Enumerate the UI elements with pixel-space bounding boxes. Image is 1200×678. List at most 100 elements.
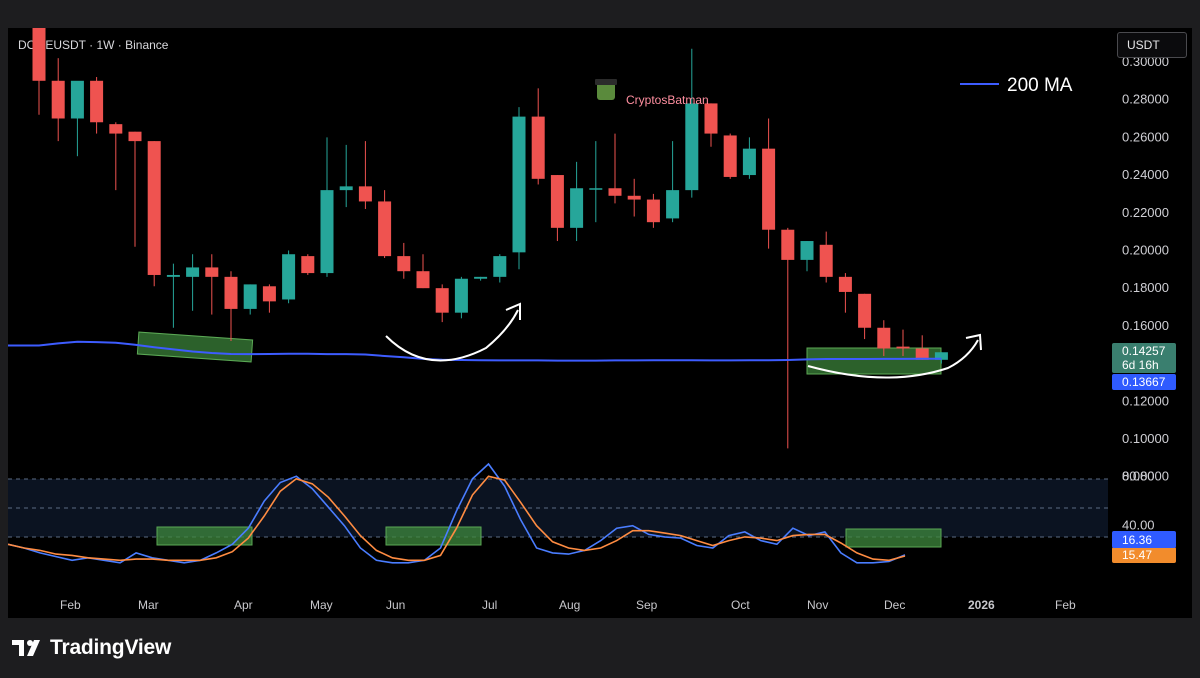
tradingview-brand: TradingView [12, 634, 171, 662]
candle-down [608, 188, 622, 196]
price-axis-label: 0.08000 [1122, 469, 1169, 484]
time-axis-label: Jul [482, 598, 497, 612]
candle-down [147, 141, 161, 275]
candle-down [877, 327, 891, 349]
time-axis-label: Nov [807, 598, 828, 612]
stoch-d-tag [1112, 547, 1176, 563]
candle-up [166, 274, 180, 277]
candle-down [646, 199, 660, 223]
price-axis-label: 0.28000 [1122, 92, 1169, 107]
time-axis-label: Dec [884, 598, 905, 612]
highlight-zones [136, 331, 942, 548]
chart-panel[interactable]: DOGEUSDT · 1W · Binance 0.30000 0.28000 0.… [8, 28, 1192, 618]
price-axis-label: 0.22000 [1122, 205, 1169, 220]
price-axis-label: 0.18000 [1122, 280, 1169, 295]
candle-down [838, 276, 852, 292]
stoch-highlight-march [156, 526, 253, 546]
candle-down [896, 346, 910, 349]
candle-up [570, 188, 584, 228]
curve-arrow-nov [807, 339, 979, 379]
stoch-highlight-june [385, 526, 482, 546]
chart-canvas[interactable]: DOGEUSDT · 1W · Binance 0.300000.280000.… [8, 28, 1192, 618]
candle-down [397, 256, 411, 272]
candle-down [358, 186, 372, 202]
candle-down [723, 135, 737, 177]
stoch-axis-label: 40.00 [1122, 518, 1155, 533]
price-axis-label: 0.16000 [1122, 318, 1169, 333]
curve-arrow-june-head [505, 302, 521, 320]
stoch-highlight-november [845, 528, 942, 548]
author-name: CryptosBatman [626, 93, 709, 107]
time-axis-label: Sep [636, 598, 658, 612]
time-axis-label: Oct [731, 598, 750, 612]
currency-selector[interactable]: USDT [1117, 32, 1187, 58]
stoch-d-value: 15.47 [1122, 548, 1152, 562]
candlestick-series [32, 28, 948, 449]
tradingview-logo-icon [12, 640, 40, 656]
candle-up [186, 267, 200, 277]
last-price-value: 0.14257 [1122, 344, 1166, 358]
price-axis: 0.300000.280000.260000.240000.220000.200… [1122, 54, 1169, 533]
candle-up [282, 254, 296, 300]
price-axis-label: 0.12000 [1122, 393, 1169, 408]
author-stamp: CryptosBatman [595, 79, 709, 107]
candle-down [915, 348, 929, 360]
time-axis-label: 2026 [968, 598, 995, 612]
candle-down [224, 276, 238, 309]
candle-up [339, 186, 353, 191]
time-axis: Feb Mar Apr May Jun Jul Aug Sep Oct Nov Dec 2026 Feb [60, 598, 1076, 612]
candle-up [493, 256, 507, 277]
candle-up [243, 284, 257, 309]
stoch-axis-label: 80.00 [1122, 468, 1155, 483]
legend-label: 200 MA [1007, 75, 1073, 96]
candle-down [762, 148, 776, 230]
ma-price-tag [1112, 374, 1176, 390]
candle-down [435, 288, 449, 313]
candle-up [742, 148, 756, 176]
candle-up [512, 116, 526, 253]
frog-avatar-hat-icon [595, 79, 617, 85]
stoch-d-line [8, 475, 906, 562]
candle-countdown: 6d 16h [1122, 358, 1159, 372]
legend[interactable]: 200 MA [960, 75, 1073, 96]
last-price-tag [1112, 343, 1176, 373]
time-axis-label: Aug [559, 598, 580, 612]
candle-up [934, 352, 948, 360]
candle-up [666, 190, 680, 219]
candle-down [51, 80, 65, 119]
candle-down [416, 271, 430, 289]
price-axis-label: 0.20000 [1122, 242, 1169, 257]
candle-down [301, 256, 315, 274]
ma-price-value: 0.13667 [1122, 375, 1166, 389]
stoch-k-value: 16.36 [1122, 533, 1152, 547]
price-tags: 0.14257 6d 16h 0.13667 15.47 16.36 [1112, 343, 1176, 563]
candle-down [205, 267, 219, 277]
candle-down [550, 175, 564, 228]
candle-down [262, 286, 276, 302]
candle-down [627, 195, 641, 200]
candle-down [858, 293, 872, 328]
price-axis-label: 0.10000 [1122, 431, 1169, 446]
candle-up [589, 188, 603, 190]
time-axis-label: Feb [1055, 598, 1076, 612]
candle-down [704, 103, 718, 134]
stoch-k-tag [1112, 531, 1176, 548]
time-axis-label: Mar [138, 598, 159, 612]
curve-arrow-june [385, 309, 519, 362]
curve-arrow-nov-head [965, 333, 982, 351]
candle-up [454, 278, 468, 313]
candle-down [32, 28, 46, 81]
candle-down [781, 229, 795, 260]
brand-name: TradingView [50, 636, 172, 659]
time-axis-label: May [310, 598, 333, 612]
chart-title: DOGEUSDT · 1W · Binance [18, 38, 169, 52]
candle-down [90, 80, 104, 123]
candle-up [685, 103, 699, 191]
candle-up [70, 80, 84, 119]
time-axis-label: Jun [386, 598, 405, 612]
annotation-arrows [385, 302, 982, 379]
candle-up [800, 241, 814, 260]
candle-up [474, 276, 488, 279]
price-axis-label: 0.26000 [1122, 129, 1169, 144]
